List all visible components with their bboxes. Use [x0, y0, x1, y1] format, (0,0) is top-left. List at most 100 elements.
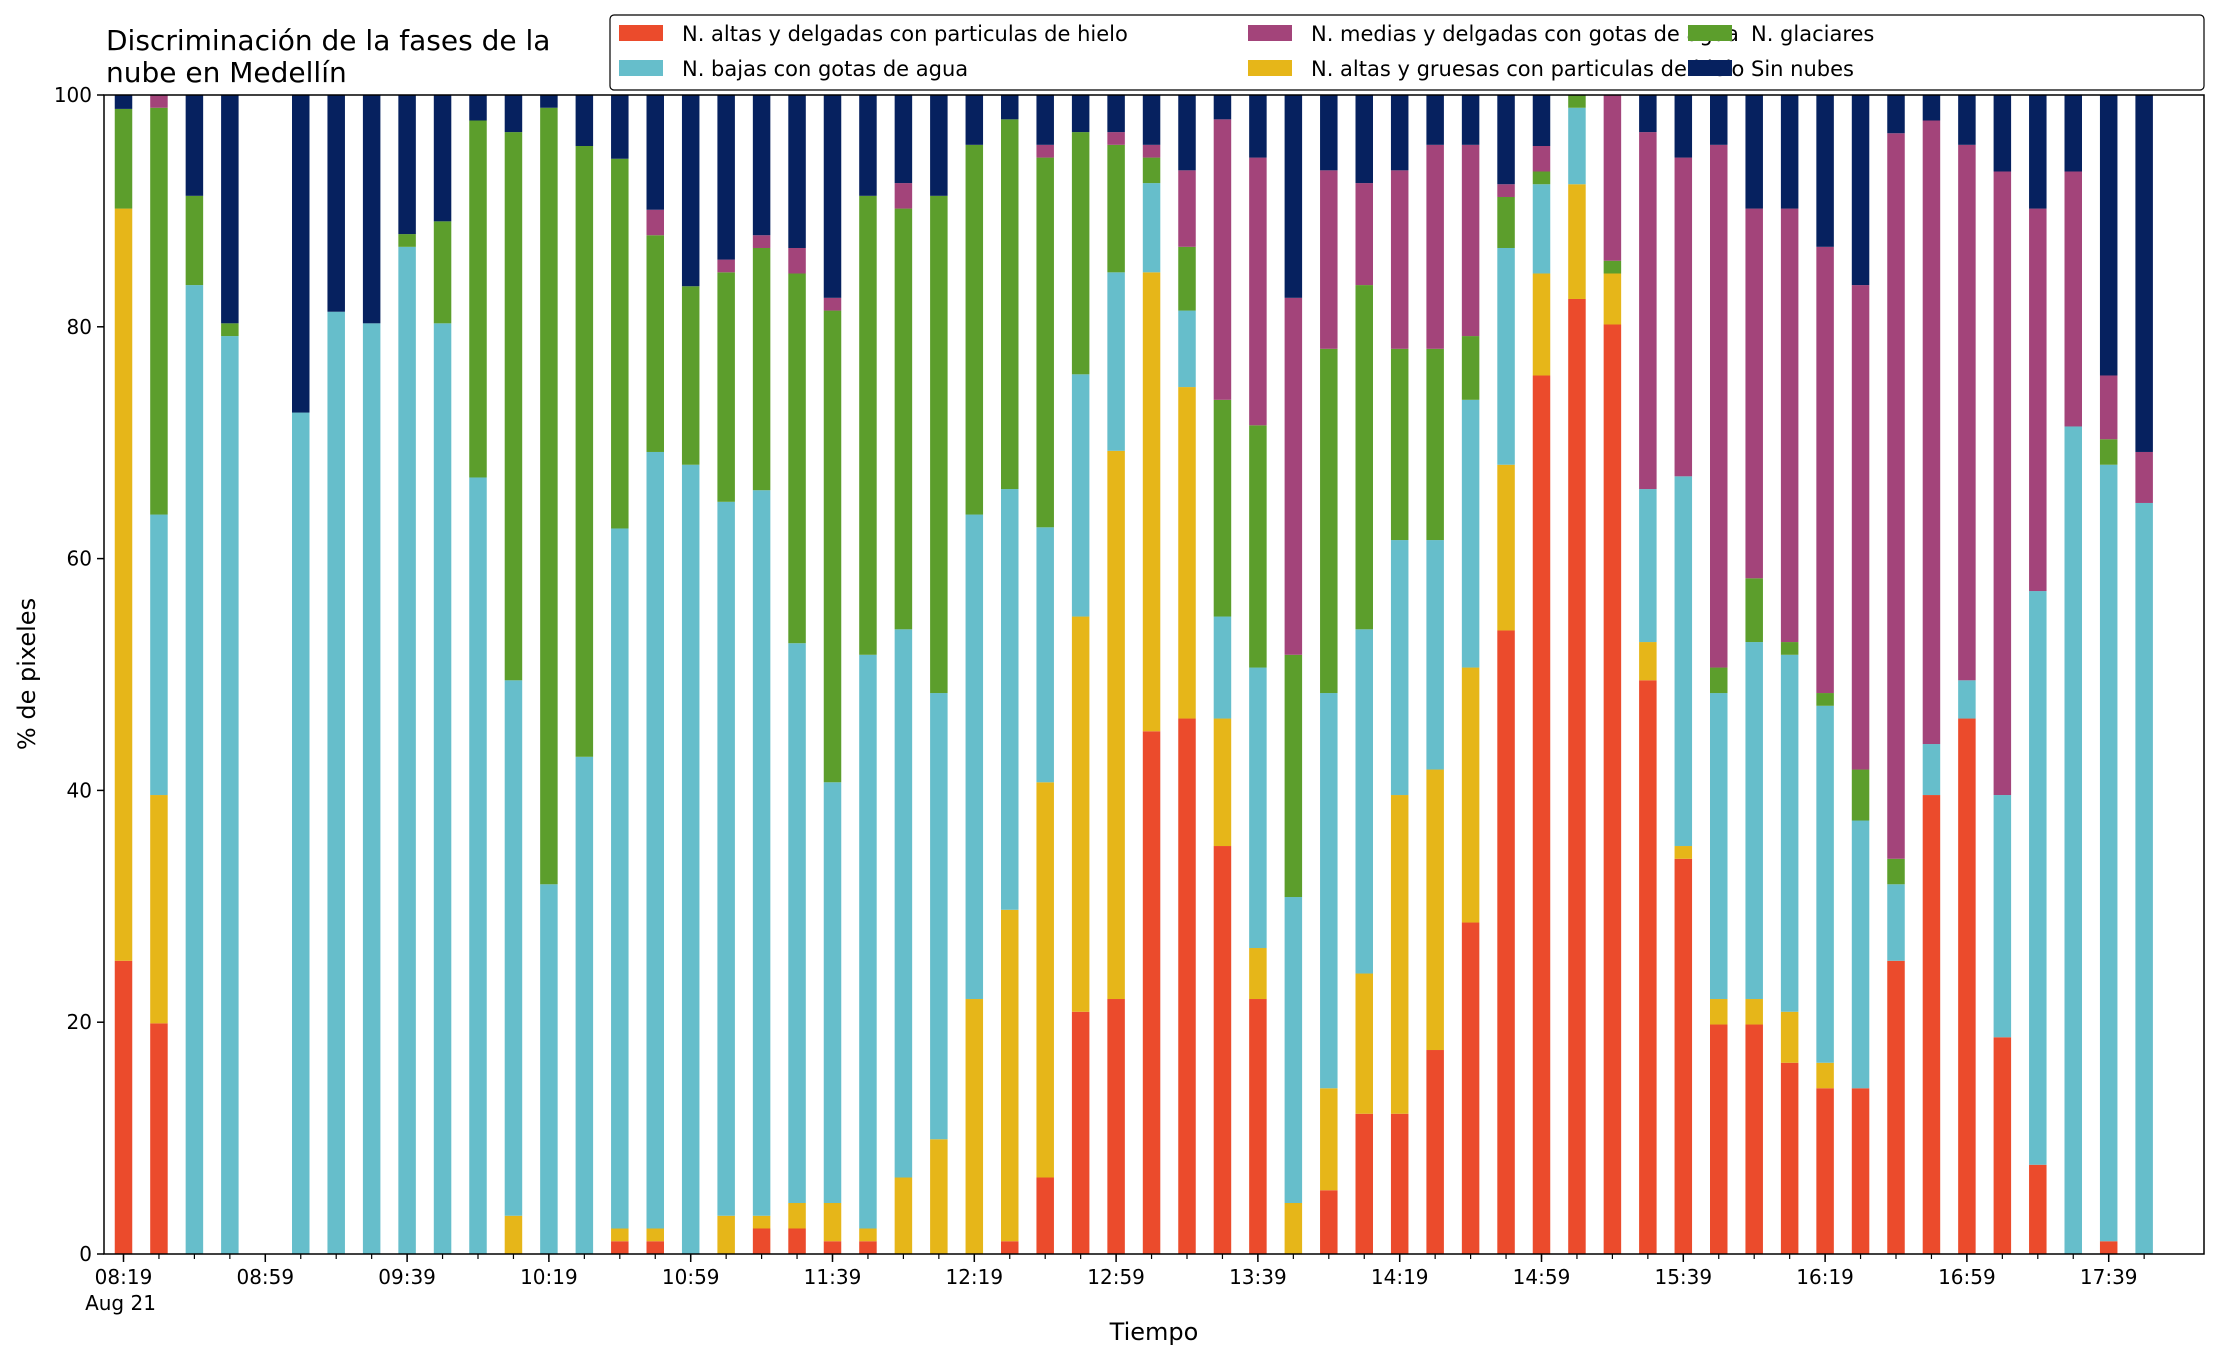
bar-stack-23 [930, 95, 948, 1254]
bar-stack-35 [1355, 95, 1373, 1254]
bar-stack-2 [185, 95, 204, 1255]
bar-segment-27-series-2 [1071, 374, 1090, 617]
bar-segment-24-series-5 [965, 95, 984, 145]
bar-segment-24-series-2 [965, 514, 984, 1000]
bar-stack-57 [2135, 95, 2153, 1255]
bar-segment-40-series-0 [1532, 375, 1551, 1255]
bar-segment-12-series-5 [540, 95, 558, 108]
bar-segment-18-series-3 [752, 247, 771, 491]
bar-stack-47 [1780, 95, 1799, 1254]
bar-segment-56-series-0 [2099, 1241, 2118, 1254]
bar-segment-18-series-5 [752, 95, 771, 236]
bar-segment-47-series-3 [1780, 642, 1799, 655]
bar-segment-46-series-3 [1745, 578, 1763, 643]
bar-segment-6-series-5 [327, 95, 345, 312]
x-tick-label: 11:39 [804, 1265, 862, 1289]
bar-segment-29-series-0 [1142, 731, 1161, 1254]
bar-segment-51-series-5 [1922, 95, 1941, 121]
bar-segment-27-series-0 [1071, 1011, 1090, 1254]
bar-segment-22-series-2 [894, 629, 913, 1178]
bar-segment-49-series-4 [1851, 285, 1870, 770]
bar-segment-2-series-2 [185, 285, 204, 1255]
bar-segment-33-series-5 [1284, 95, 1303, 298]
bar-segment-22-series-5 [894, 95, 913, 184]
bar-segment-39-series-5 [1497, 95, 1515, 185]
bar-segment-10-series-3 [469, 120, 487, 478]
bar-segment-23-series-3 [930, 195, 948, 694]
bar-segment-44-series-1 [1674, 846, 1693, 859]
bar-segment-45-series-5 [1710, 95, 1728, 145]
bar-segment-35-series-0 [1355, 1113, 1373, 1254]
bar-segment-48-series-1 [1816, 1062, 1834, 1089]
bar-segment-19-series-0 [788, 1228, 806, 1254]
bar-segment-10-series-2 [469, 477, 487, 1255]
y-tick-label: 20 [67, 1010, 92, 1034]
bar-segment-21-series-5 [859, 95, 877, 196]
bar-segment-31-series-5 [1213, 95, 1232, 120]
bar-segment-50-series-5 [1887, 95, 1905, 134]
bar-segment-27-series-1 [1071, 616, 1090, 1012]
bar-segment-17-series-4 [717, 259, 735, 273]
bar-segment-38-series-4 [1461, 144, 1480, 337]
bar-segment-18-series-4 [752, 235, 771, 248]
bar-segment-34-series-2 [1320, 693, 1338, 1089]
bar-stack-28 [1107, 95, 1125, 1254]
bar-stack-53 [1993, 95, 2012, 1254]
bar-segment-31-series-1 [1213, 718, 1232, 847]
bar-segment-16-series-2 [681, 464, 700, 1255]
bar-segment-35-series-5 [1355, 95, 1373, 184]
bar-segment-36-series-4 [1390, 170, 1409, 349]
bar-stack-46 [1745, 95, 1763, 1254]
bar-segment-14-series-5 [611, 95, 629, 159]
bar-segment-32-series-3 [1249, 425, 1267, 668]
bar-segment-36-series-2 [1390, 540, 1409, 796]
chart-title-line-2: nube en Medellín [106, 56, 347, 89]
bar-segment-38-series-2 [1461, 399, 1480, 668]
bar-stack-31 [1213, 95, 1232, 1254]
bar-segment-26-series-3 [1036, 157, 1054, 528]
bar-segment-33-series-3 [1284, 654, 1303, 898]
bar-segment-32-series-0 [1249, 999, 1267, 1254]
bar-stack-6 [327, 95, 345, 1255]
y-tick-label: 60 [67, 547, 92, 571]
y-tick-label: 40 [67, 778, 92, 802]
bar-stack-20 [823, 95, 842, 1254]
bar-segment-31-series-3 [1213, 399, 1232, 617]
bar-segment-40-series-5 [1532, 95, 1551, 146]
x-tick-label: 17:39 [2080, 1265, 2138, 1289]
bar-segment-31-series-0 [1213, 846, 1232, 1254]
bar-segment-36-series-3 [1390, 348, 1409, 541]
bar-stack-42 [1603, 95, 1622, 1255]
bar-segment-50-series-0 [1887, 960, 1905, 1254]
bar-segment-19-series-3 [788, 273, 806, 644]
bar-stack-12 [540, 95, 558, 1254]
bar-segment-8-series-3 [398, 234, 416, 247]
bar-segment-11-series-5 [504, 95, 523, 133]
bar-segment-15-series-0 [646, 1241, 664, 1254]
bar-stack-19 [788, 95, 806, 1254]
bar-segment-17-series-2 [717, 501, 735, 1216]
bar-stack-43 [1639, 95, 1657, 1254]
bar-segment-22-series-1 [894, 1177, 913, 1254]
bar-segment-1-series-1 [150, 795, 168, 1024]
bar-stack-7 [362, 95, 381, 1254]
bar-segment-0-series-3 [114, 108, 133, 209]
bar-segment-31-series-4 [1213, 119, 1232, 400]
bar-segment-15-series-2 [646, 451, 664, 1229]
bar-stack-45 [1710, 95, 1728, 1254]
bar-segment-45-series-4 [1710, 144, 1728, 668]
legend: N. altas y delgadas con particulas de hi… [609, 14, 2205, 91]
legend-item-0: N. altas y delgadas con particulas de hi… [619, 22, 1128, 46]
bar-segment-37-series-2 [1426, 540, 1444, 770]
bar-segment-35-series-3 [1355, 285, 1373, 630]
legend-swatch [1688, 25, 1732, 41]
y-axis-label: % de pixeles [13, 598, 41, 750]
legend-label: N. medias y delgadas con gotas de agua [1311, 22, 1739, 46]
bar-segment-34-series-5 [1320, 95, 1338, 171]
x-tick-label: 16:59 [1938, 1265, 1996, 1289]
bar-segment-28-series-0 [1107, 999, 1125, 1254]
bar-segment-34-series-1 [1320, 1088, 1338, 1191]
bar-segment-28-series-1 [1107, 450, 1125, 1000]
bar-segment-54-series-5 [2029, 95, 2047, 209]
bar-segment-51-series-2 [1922, 744, 1941, 796]
